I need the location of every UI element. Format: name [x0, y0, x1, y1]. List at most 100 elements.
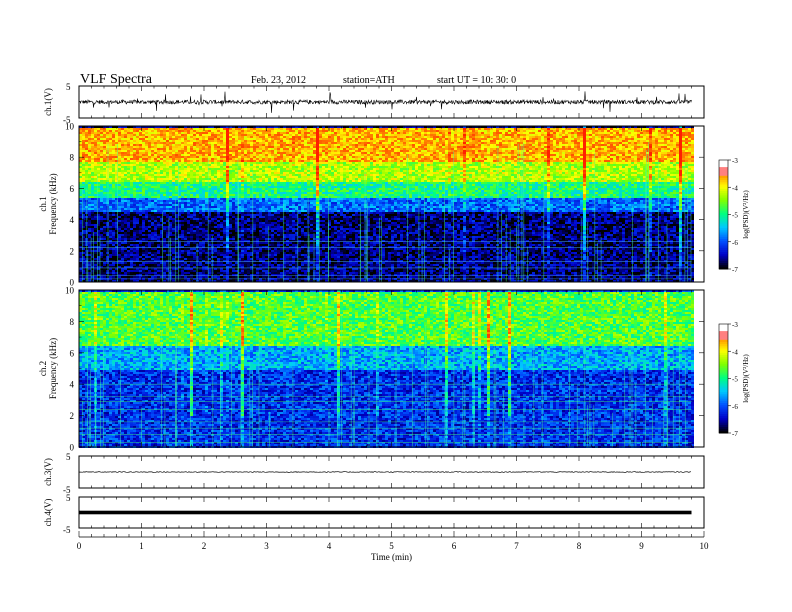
spectrogram-cell — [82, 238, 85, 240]
spectrogram-cell — [238, 136, 241, 138]
spectrogram-cell — [211, 186, 214, 188]
spectrogram-cell — [88, 280, 91, 282]
spectrogram-cell — [265, 198, 268, 200]
spectrogram-cell — [244, 140, 247, 142]
spectrogram-cell — [106, 280, 109, 282]
spectrogram-cell — [127, 240, 130, 242]
spectrogram-cell — [85, 170, 88, 172]
spectrogram-cell — [238, 218, 241, 220]
spectrogram-cell — [259, 252, 262, 254]
spectrogram-cell — [145, 276, 148, 278]
spectrogram-cell — [88, 238, 91, 240]
spectrogram-cell — [91, 214, 94, 216]
spectrogram-cell — [157, 146, 160, 148]
spectrogram-cell — [238, 128, 241, 130]
spectrogram-cell — [196, 246, 199, 248]
spectrogram-cell — [187, 238, 190, 240]
spectrogram-cell — [187, 258, 190, 260]
spectrogram-cell — [247, 280, 250, 282]
spectrogram-cell — [85, 148, 88, 150]
spectrogram-cell — [178, 134, 181, 136]
spectrogram-cell — [247, 202, 250, 204]
spectrogram-cell — [88, 198, 91, 200]
spectrogram-cell — [220, 170, 223, 172]
spectrogram-cell — [181, 170, 184, 172]
spectrogram-cell — [97, 248, 100, 250]
spectrogram-cell — [103, 174, 106, 176]
spectrogram-cell — [136, 204, 139, 206]
spectrogram-cell — [181, 268, 184, 270]
spectrogram-cell — [217, 152, 220, 154]
spectrogram-cell — [226, 176, 229, 178]
spectrogram-cell — [139, 246, 142, 248]
spectrogram-cell — [142, 136, 145, 138]
spectrogram-cell — [175, 164, 178, 166]
spectrogram-cell — [127, 152, 130, 154]
spectrogram-cell — [235, 274, 238, 276]
spectrogram-cell — [100, 238, 103, 240]
spectrogram-cell — [115, 242, 118, 244]
spectrogram-cell — [193, 236, 196, 238]
spectrogram-cell — [226, 272, 229, 274]
spectrogram-cell — [154, 178, 157, 180]
spectrogram-cell — [238, 210, 241, 212]
spectrogram-cell — [229, 248, 232, 250]
spectrogram-cell — [229, 220, 232, 222]
spectrogram-cell — [130, 138, 133, 140]
spectrogram-cell — [106, 252, 109, 254]
spectrogram-cell — [115, 188, 118, 190]
spectrogram-cell — [172, 190, 175, 192]
spectrogram-cell — [82, 260, 85, 262]
spectrogram-cell — [139, 176, 142, 178]
spectrogram-cell — [100, 254, 103, 256]
spectrogram-cell — [94, 184, 97, 186]
spectrogram-cell — [190, 194, 193, 196]
spectrogram-cell — [205, 252, 208, 254]
spectrogram-cell — [103, 200, 106, 202]
spectrogram-cell — [256, 276, 259, 278]
spectrogram-cell — [97, 274, 100, 276]
spectrogram-cell — [190, 262, 193, 264]
spectrogram-cell — [247, 194, 250, 196]
spectrogram-cell — [109, 158, 112, 160]
spectrogram-cell — [133, 164, 136, 166]
spectrogram-cell — [256, 142, 259, 144]
spectrogram-cell — [136, 162, 139, 164]
spectrogram-cell — [253, 228, 256, 230]
spectrogram-cell — [82, 158, 85, 160]
spectrogram-cell — [97, 140, 100, 142]
spectrogram-cell — [217, 212, 220, 214]
spectrogram-cell — [130, 198, 133, 200]
spectrogram-cell — [184, 234, 187, 236]
spectrogram-cell — [145, 230, 148, 232]
spectrogram-cell — [223, 198, 226, 200]
spectrogram-cell — [172, 164, 175, 166]
spectrogram-cell — [118, 158, 121, 160]
spectrogram-cell — [115, 268, 118, 270]
spectrogram-cell — [145, 250, 148, 252]
spectrogram-cell — [253, 146, 256, 148]
spectrogram-cell — [91, 184, 94, 186]
spectrogram-cell — [253, 280, 256, 282]
spectrogram-cell — [100, 178, 103, 180]
spectrogram-cell — [109, 146, 112, 148]
spectrogram-cell — [253, 188, 256, 190]
spectrogram-cell — [235, 206, 238, 208]
spectrogram-cell — [214, 198, 217, 200]
spectrogram-cell — [187, 224, 190, 226]
spectrogram-cell — [190, 202, 193, 204]
spectrogram-cell — [88, 224, 91, 226]
spectrogram-cell — [160, 244, 163, 246]
spectrogram-cell — [121, 214, 124, 216]
spectrogram-cell — [193, 280, 196, 282]
spectrogram-cell — [127, 132, 130, 134]
spectrogram-cell — [187, 132, 190, 134]
spectrogram-cell — [235, 230, 238, 232]
spectrogram-cell — [181, 244, 184, 246]
spectrogram-cell — [232, 224, 235, 226]
spectrogram-cell — [121, 242, 124, 244]
spectrogram-cell — [109, 218, 112, 220]
spectrogram-cell — [199, 256, 202, 258]
spectrogram-cell — [244, 228, 247, 230]
spectrogram-cell — [238, 164, 241, 166]
